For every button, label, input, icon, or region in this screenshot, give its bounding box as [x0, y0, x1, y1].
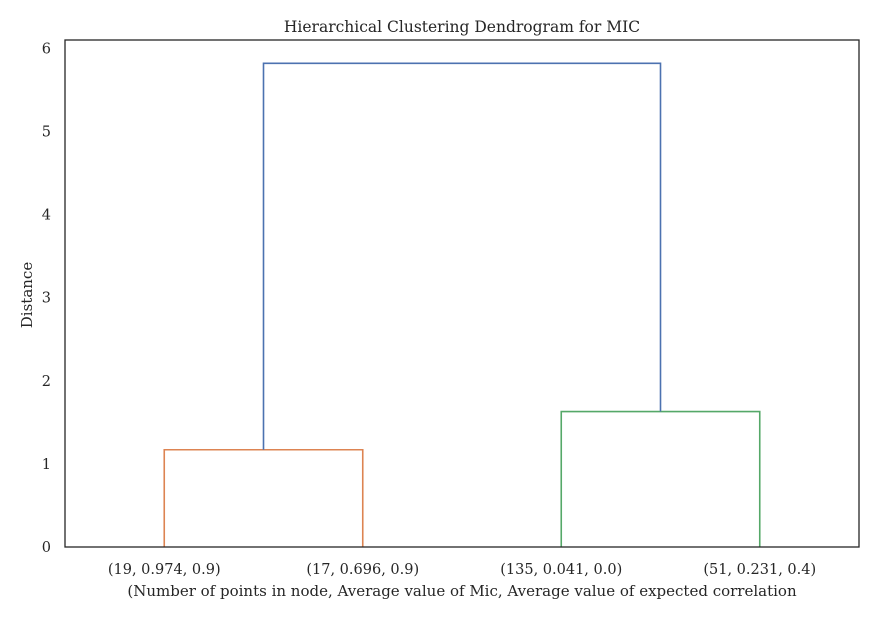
y-tick-label: 3: [42, 291, 51, 307]
y-tick-label: 6: [42, 41, 51, 57]
dendrogram-link: [560, 410, 761, 547]
dendrogram-link: [163, 448, 364, 547]
dendrogram-links: [163, 62, 761, 547]
y-tick-label: 2: [42, 374, 51, 390]
y-tick-label: 1: [42, 457, 51, 473]
leaf-label: (51, 0.231, 0.4): [703, 562, 816, 578]
plot-frame: [64, 39, 860, 548]
x-axis-ticks: (19, 0.974, 0.9) (17, 0.696, 0.9) (135, 0.…: [108, 562, 816, 578]
dendrogram-link: [262, 62, 662, 450]
leaf-label: (135, 0.041, 0.0): [500, 562, 622, 578]
y-axis-label: Distance: [18, 262, 36, 329]
chart-title: Hierarchical Clustering Dendrogram for M…: [284, 18, 640, 36]
leaf-label: (19, 0.974, 0.9): [108, 562, 221, 578]
x-axis-label: (Number of points in node, Average value…: [127, 582, 797, 600]
y-tick-label: 0: [42, 540, 51, 556]
y-axis-ticks: 0 1 2 3 4 5 6: [42, 41, 51, 556]
y-tick-label: 4: [42, 208, 51, 224]
y-tick-label: 5: [42, 124, 51, 140]
leaf-label: (17, 0.696, 0.9): [306, 562, 419, 578]
